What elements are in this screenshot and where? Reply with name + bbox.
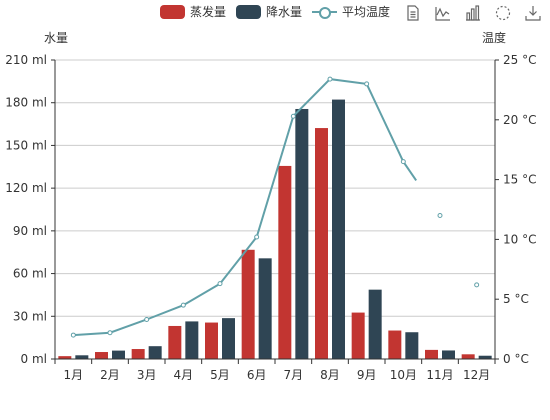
restore-icon[interactable]: [494, 4, 512, 22]
temperature-point: [290, 113, 296, 119]
bar: [148, 346, 162, 359]
temperature-point: [107, 330, 113, 336]
x-tick-label: 8月: [320, 368, 340, 382]
bar: [368, 289, 382, 359]
x-tick-label: 7月: [284, 368, 304, 382]
temperature-point: [70, 332, 76, 338]
bar: [95, 352, 108, 359]
bar: [351, 312, 365, 359]
temperature-point: [400, 159, 406, 165]
legend-label-temperature: 平均温度: [342, 5, 391, 19]
bar: [461, 354, 475, 359]
line-chart-icon[interactable]: [434, 4, 452, 22]
left-tick-label: 60 ml: [13, 267, 47, 281]
left-axis-title: 水量: [44, 31, 68, 45]
temperature-point: [474, 282, 480, 288]
axes: 0 ml 30 ml 60 ml 90 ml 120 ml 150 ml 180 ml 210…: [5, 53, 536, 382]
legend-label-precipitation: 降水量: [266, 5, 303, 19]
grid: [55, 59, 495, 317]
left-tick-label: 90 ml: [13, 224, 47, 238]
bars: [58, 99, 492, 359]
legend-swatch-evaporation: [160, 4, 185, 19]
data-view-icon[interactable]: [404, 4, 422, 22]
legend-item-temperature[interactable]: 平均温度: [312, 3, 390, 20]
legend-swatch-temperature: [312, 5, 338, 19]
right-tick-label: 5 °C: [503, 292, 529, 306]
bar: [75, 355, 89, 359]
x-tick-label: 2月: [100, 368, 120, 382]
legend-swatch-precipitation: [236, 4, 262, 19]
x-tick-label: 11月: [426, 368, 453, 382]
left-tick-label: 120 ml: [5, 181, 47, 195]
right-axis-title: 温度: [482, 30, 506, 45]
bar: [258, 258, 272, 359]
bar: [442, 350, 455, 359]
temperature-point: [327, 76, 333, 82]
bar: [332, 99, 345, 359]
bar: [388, 330, 402, 359]
right-tick-label: 0 °C: [503, 352, 529, 366]
x-tick-label: 12月: [463, 368, 490, 382]
x-tick-label: 4月: [174, 368, 194, 382]
bar-chart-icon[interactable]: [464, 4, 482, 22]
bar: [205, 322, 218, 359]
bar: [295, 108, 309, 359]
bar: [241, 249, 255, 359]
temperature-point: [364, 81, 370, 87]
temperature-point: [144, 317, 150, 323]
x-tick-label: 5月: [210, 368, 230, 382]
x-tick-label: 6月: [247, 368, 267, 382]
bar: [185, 321, 199, 359]
bar: [425, 349, 438, 359]
bar: [168, 325, 182, 359]
bar: [58, 356, 72, 359]
bar: [315, 128, 328, 359]
bar: [112, 350, 125, 359]
x-tick-label: 1月: [64, 368, 84, 382]
x-tick-label: 9月: [357, 368, 377, 382]
temperature-line: [70, 76, 480, 338]
bar: [131, 349, 145, 359]
save-image-icon[interactable]: [524, 4, 542, 22]
bar: [278, 165, 292, 359]
temperature-point: [437, 212, 443, 218]
left-tick-label: 210 ml: [5, 53, 47, 67]
legend: 蒸发量 降水量 平均温度: [160, 3, 390, 20]
x-tick-label: 10月: [390, 368, 417, 382]
legend-item-evaporation[interactable]: 蒸发量: [160, 3, 226, 20]
temperature-point: [217, 281, 223, 287]
toolbox: [404, 4, 542, 22]
temperature-line-path: [73, 78, 405, 337]
left-tick-label: 150 ml: [5, 138, 47, 152]
left-tick-label: 180 ml: [5, 96, 47, 110]
right-tick-label: 20 °C: [503, 113, 536, 127]
left-tick-label: 30 ml: [13, 309, 47, 323]
x-tick-label: 3月: [137, 368, 157, 382]
right-tick-label: 15 °C: [503, 173, 536, 187]
right-tick-label: 25 °C: [503, 53, 536, 67]
left-tick-label: 0 ml: [21, 352, 47, 366]
legend-item-precipitation[interactable]: 降水量: [236, 3, 302, 20]
right-tick-label: 10 °C: [503, 232, 536, 246]
bar: [478, 355, 492, 359]
legend-label-evaporation: 蒸发量: [190, 5, 227, 19]
temperature-point: [254, 234, 260, 240]
temperature-point: [180, 302, 186, 308]
bar: [222, 318, 235, 359]
bar: [405, 332, 419, 359]
temperature-line-tail: [402, 161, 417, 182]
